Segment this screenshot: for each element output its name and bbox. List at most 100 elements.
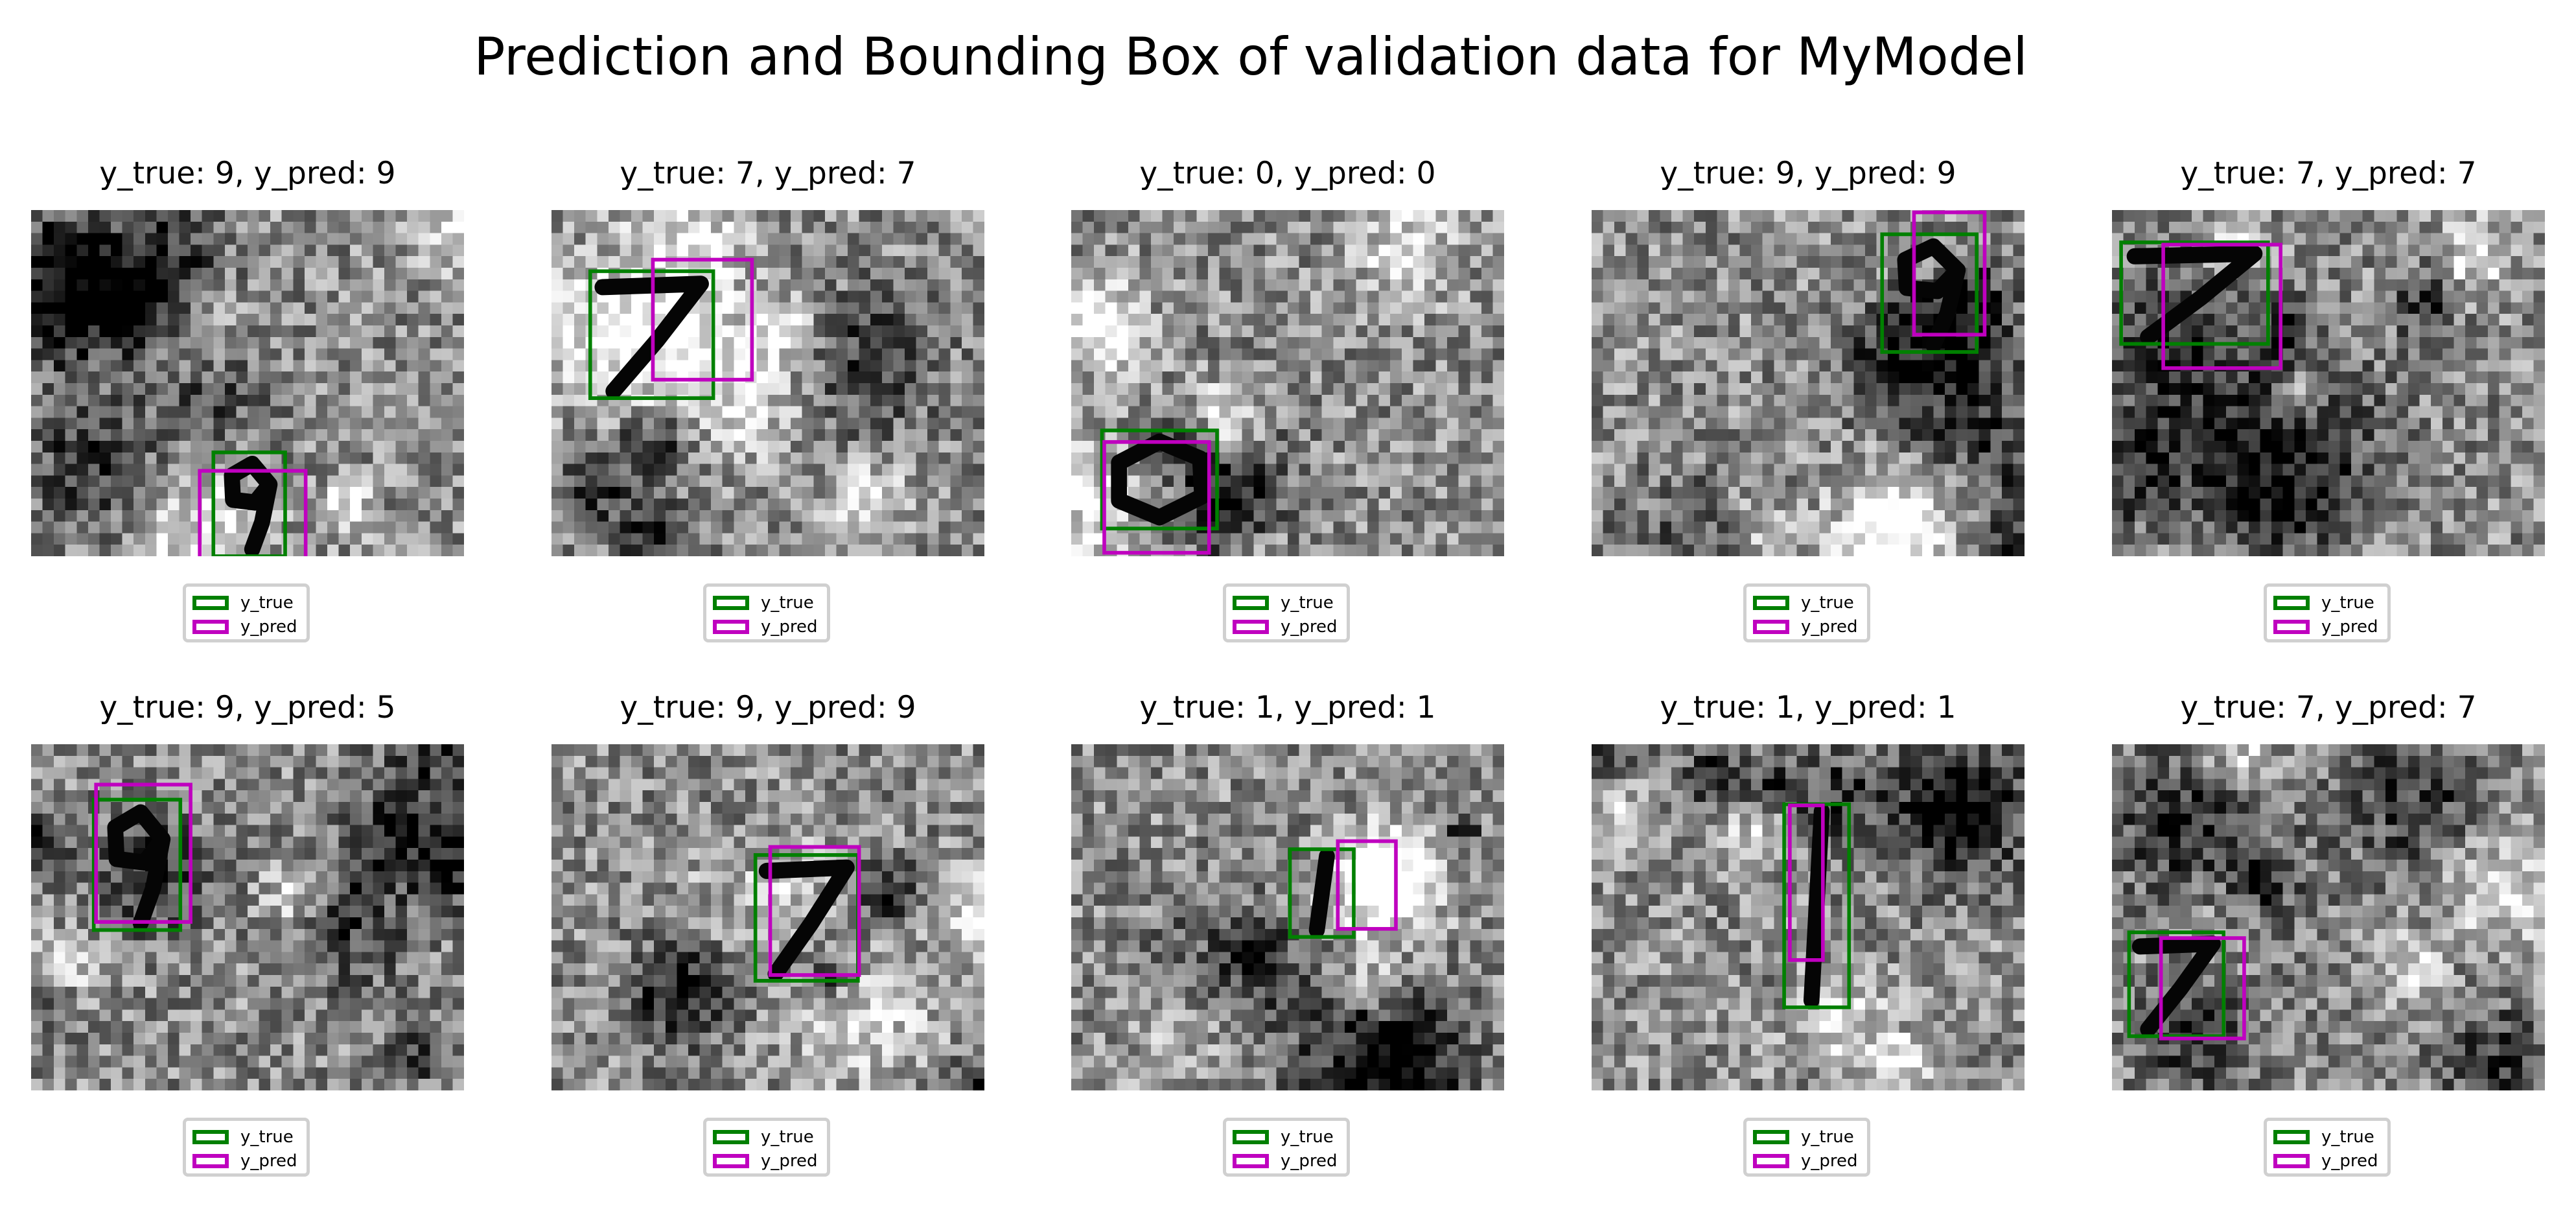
legend-label-pred: y_pred	[240, 1151, 297, 1171]
legend-label-pred: y_pred	[761, 1151, 818, 1171]
legend: y_true y_pred	[183, 1118, 310, 1177]
image-frame	[2112, 744, 2545, 1090]
figure-title: Prediction and Bounding Box of validatio…	[474, 27, 2028, 87]
panel-title: y_true: 1, y_pred: 1	[1139, 690, 1436, 725]
legend-entry-pred: y_pred	[2273, 1151, 2378, 1171]
panel-title: y_true: 9, y_pred: 9	[99, 156, 396, 191]
legend-swatch-pred	[713, 620, 749, 634]
legend-entry-true: y_true	[2273, 593, 2374, 613]
bbox-true	[91, 797, 183, 932]
legend: y_true y_pred	[703, 583, 830, 642]
legend: y_true y_pred	[1223, 1118, 1350, 1177]
legend-swatch-true	[713, 596, 749, 610]
legend-entry-pred: y_pred	[2273, 617, 2378, 637]
bbox-pred	[2161, 242, 2282, 370]
bbox-pred	[768, 845, 861, 977]
legend-entry-pred: y_pred	[713, 1151, 818, 1171]
noisy-digit-image	[31, 210, 464, 556]
legend-label-pred: y_pred	[2321, 617, 2378, 637]
bbox-pred	[198, 469, 308, 556]
legend-swatch-true	[1233, 1130, 1269, 1144]
legend-swatch-true	[1753, 1130, 1789, 1144]
image-frame	[1071, 210, 1504, 556]
legend: y_true y_pred	[1223, 583, 1350, 642]
legend-swatch-pred	[192, 620, 229, 634]
legend-label-pred: y_pred	[240, 617, 297, 637]
legend-swatch-true	[1753, 596, 1789, 610]
panel-title: y_true: 7, y_pred: 7	[620, 156, 916, 191]
image-frame	[551, 744, 984, 1090]
legend-swatch-true	[2273, 1130, 2310, 1144]
bbox-pred	[1788, 803, 1825, 962]
legend-entry-pred: y_pred	[192, 1151, 297, 1171]
legend-swatch-pred	[192, 1154, 229, 1168]
legend: y_true y_pred	[703, 1118, 830, 1177]
digit-stroke	[2131, 935, 2221, 1038]
legend-label-pred: y_pred	[1801, 1151, 1858, 1171]
legend-swatch-true	[2273, 596, 2310, 610]
legend-entry-true: y_true	[2273, 1127, 2374, 1147]
noisy-digit-image	[2112, 744, 2545, 1090]
digit-stroke	[107, 804, 171, 932]
noisy-digit-image	[551, 210, 984, 556]
legend-entry-true: y_true	[1233, 1127, 1334, 1147]
noisy-digit-image	[2112, 210, 2545, 556]
legend-label-true: y_true	[761, 593, 814, 613]
legend-label-pred: y_pred	[1801, 617, 1858, 637]
panel-title: y_true: 7, y_pred: 7	[2180, 156, 2477, 191]
digit-stroke	[1803, 803, 1830, 1009]
image-frame	[1071, 744, 1504, 1090]
legend-entry-pred: y_pred	[192, 617, 297, 637]
legend: y_true y_pred	[2264, 583, 2391, 642]
legend-swatch-pred	[1753, 620, 1789, 634]
legend-label-true: y_true	[1801, 593, 1854, 613]
legend-label-pred: y_pred	[761, 617, 818, 637]
legend-label-pred: y_pred	[2321, 1151, 2378, 1171]
legend-label-true: y_true	[761, 1127, 814, 1147]
legend-entry-true: y_true	[1753, 593, 1854, 613]
legend: y_true y_pred	[2264, 1118, 2391, 1177]
bbox-pred	[651, 257, 754, 382]
panel-title: y_true: 9, y_pred: 5	[99, 690, 396, 725]
digit-stroke	[224, 455, 278, 556]
panel-title: y_true: 9, y_pred: 9	[1660, 156, 1956, 191]
bbox-pred	[1336, 839, 1398, 931]
legend-swatch-true	[713, 1130, 749, 1144]
bbox-pred	[1102, 440, 1211, 555]
legend-label-true: y_true	[1801, 1127, 1854, 1147]
legend-entry-pred: y_pred	[1233, 1151, 1338, 1171]
image-frame	[551, 210, 984, 556]
legend: y_true y_pred	[183, 583, 310, 642]
legend-entry-true: y_true	[192, 1127, 294, 1147]
legend-label-true: y_true	[2321, 593, 2374, 613]
legend-swatch-pred	[713, 1154, 749, 1168]
image-frame	[1592, 210, 2025, 556]
bbox-pred	[94, 782, 192, 924]
digit-stroke	[1111, 433, 1211, 526]
legend-swatch-true	[192, 1130, 229, 1144]
bbox-true	[211, 450, 287, 556]
legend-entry-true: y_true	[713, 593, 814, 613]
image-frame	[1592, 744, 2025, 1090]
legend: y_true y_pred	[1743, 583, 1870, 642]
bbox-true	[1100, 429, 1219, 531]
noisy-digit-image	[1592, 210, 2025, 556]
legend-label-true: y_true	[240, 593, 294, 613]
noisy-digit-image	[1071, 744, 1504, 1090]
digit-stroke	[1897, 238, 1966, 353]
legend-swatch-true	[1233, 596, 1269, 610]
legend-label-pred: y_pred	[1281, 617, 1338, 637]
legend-swatch-pred	[1753, 1154, 1789, 1168]
image-frame	[2112, 210, 2545, 556]
noisy-digit-image	[1592, 744, 2025, 1090]
panel-title: y_true: 0, y_pred: 0	[1139, 156, 1436, 191]
digit-stroke	[758, 859, 855, 982]
legend-label-true: y_true	[1281, 1127, 1334, 1147]
legend-swatch-pred	[1233, 1154, 1269, 1168]
panel-title: y_true: 9, y_pred: 9	[620, 690, 916, 725]
legend: y_true y_pred	[1743, 1118, 1870, 1177]
image-frame	[31, 744, 464, 1090]
digit-stroke	[1308, 848, 1335, 939]
legend-entry-pred: y_pred	[1753, 1151, 1858, 1171]
legend-swatch-true	[192, 596, 229, 610]
